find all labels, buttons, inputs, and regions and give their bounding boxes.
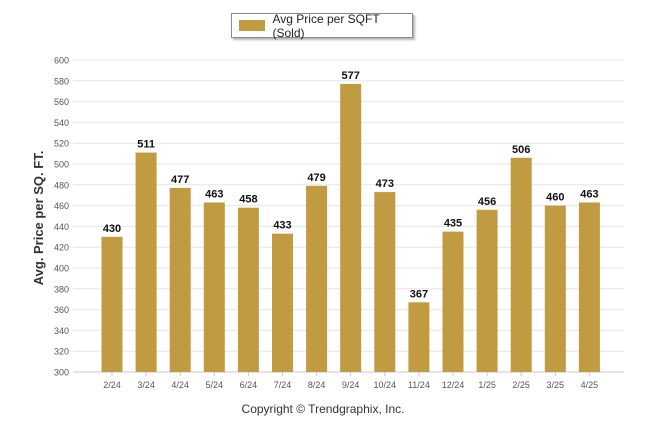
bar: [544, 205, 566, 372]
data-label: 458: [239, 194, 257, 206]
legend-swatch: [239, 20, 265, 31]
bar: [476, 209, 498, 372]
data-label: 473: [376, 178, 394, 190]
y-tick-label: 480: [54, 180, 69, 190]
bar: [135, 152, 157, 372]
legend-label: Avg Price per SQFT (Sold): [272, 11, 380, 40]
x-tick-label: 5/24: [206, 380, 224, 390]
y-tick-label: 300: [54, 368, 69, 378]
bar: [510, 157, 532, 372]
x-tick-label: 8/24: [308, 380, 326, 390]
data-labels: 430 511 477 463 458 433 479 577 473 367 435 456 506 4…: [103, 70, 599, 300]
x-tick-label: 4/24: [171, 380, 189, 390]
y-tick-label: 440: [54, 222, 69, 232]
y-tick-label: 340: [54, 326, 69, 336]
bar: [272, 233, 293, 372]
y-tick-label: 560: [54, 97, 69, 107]
x-tick-label: 2/25: [512, 380, 530, 390]
bars: [101, 83, 600, 373]
y-tick-label: 520: [54, 139, 69, 149]
data-label: 456: [478, 196, 496, 208]
bar: [442, 231, 464, 372]
data-label: 511: [137, 139, 155, 151]
x-tick-label: 6/24: [240, 380, 258, 390]
y-tick-label: 460: [54, 201, 69, 211]
data-label: 477: [171, 174, 189, 186]
bar: [101, 236, 123, 372]
bar: [237, 207, 259, 372]
x-axis-ticks: 2/24 3/24 4/24 5/24 6/24 7/24 8/24 9/24 10/24 11/…: [103, 372, 598, 390]
bar-chart: 430 511 477 463 458 433 479 577 473 367 435 456 506 4…: [31, 56, 624, 390]
y-axis-label: Avg. Price per SQ. FT.: [31, 151, 46, 286]
y-tick-label: 600: [54, 56, 69, 66]
y-tick-label: 420: [54, 243, 69, 253]
data-label: 433: [273, 220, 291, 232]
data-label: 435: [444, 218, 462, 230]
x-tick-label: 3/25: [547, 380, 565, 390]
x-tick-label: 9/24: [342, 380, 360, 390]
bar: [408, 302, 430, 372]
data-label: 463: [580, 188, 598, 200]
x-tick-label: 11/24: [408, 380, 430, 390]
bar: [340, 83, 362, 373]
x-tick-label: 1/25: [478, 380, 496, 390]
x-tick-label: 12/24: [442, 380, 465, 390]
data-label: 479: [307, 172, 325, 184]
y-axis-ticks: 300 320 340 360 380 400 420 440 460 480 500 520 540 5…: [54, 56, 69, 378]
data-label: 430: [103, 223, 121, 235]
x-tick-label: 7/24: [274, 380, 292, 390]
chart-legend: Avg Price per SQFT (Sold): [231, 11, 413, 40]
x-tick-label: 2/24: [103, 380, 121, 390]
x-tick-label: 10/24: [374, 380, 397, 390]
y-tick-label: 320: [54, 347, 69, 357]
bar: [578, 202, 600, 372]
y-tick-label: 400: [54, 264, 69, 274]
bar: [169, 187, 191, 372]
data-label: 506: [512, 144, 530, 156]
bar: [306, 185, 328, 372]
data-label: 460: [546, 192, 564, 204]
y-tick-label: 360: [54, 305, 69, 315]
y-tick-label: 580: [54, 76, 69, 86]
bar: [374, 192, 396, 372]
data-label: 463: [205, 188, 223, 200]
data-label: 367: [410, 288, 428, 300]
x-tick-label: 4/25: [581, 380, 599, 390]
x-tick-label: 3/24: [137, 380, 155, 390]
bar: [203, 202, 225, 372]
data-label: 577: [342, 70, 360, 82]
y-tick-label: 540: [54, 118, 69, 128]
copyright-footer: Copyright © Trendgraphix, Inc.: [241, 402, 405, 416]
y-tick-label: 500: [54, 160, 69, 170]
y-tick-label: 380: [54, 284, 69, 294]
